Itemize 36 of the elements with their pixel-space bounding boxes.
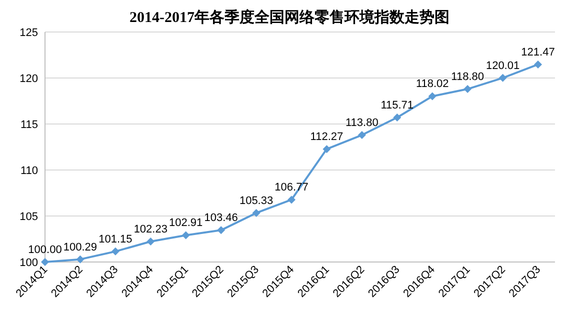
data-label: 102.23 xyxy=(134,223,168,236)
point xyxy=(428,92,436,100)
point xyxy=(498,74,507,82)
point xyxy=(217,226,226,234)
y-tick-label: 115 xyxy=(20,119,38,131)
chart-title: 2014-2017年各季度全国网络零售环境指数走势图 xyxy=(130,8,450,26)
point xyxy=(288,196,296,204)
point xyxy=(252,208,260,217)
data-label: 102.91 xyxy=(169,217,203,230)
data-label: 118.02 xyxy=(416,78,449,90)
data-label: 100.29 xyxy=(63,241,98,254)
point xyxy=(182,231,190,240)
y-tick-label: 100 xyxy=(20,257,38,269)
data-label: 100.00 xyxy=(28,244,62,256)
data-label: 101.15 xyxy=(98,233,132,246)
data-label: 112.27 xyxy=(310,131,344,144)
point xyxy=(534,60,542,68)
y-tick-label: 110 xyxy=(20,165,38,177)
data-label: 115.71 xyxy=(380,99,414,112)
data-label: 121.47 xyxy=(521,46,555,58)
point xyxy=(146,237,155,246)
data-label: 118.80 xyxy=(451,71,484,84)
point xyxy=(111,247,120,256)
data-label: 120.01 xyxy=(486,60,520,72)
y-tick-label: 125 xyxy=(20,27,38,39)
point xyxy=(464,85,472,94)
data-label: 113.80 xyxy=(346,117,378,130)
y-tick-label: 120 xyxy=(20,73,38,85)
data-label: 103.46 xyxy=(204,212,238,224)
point xyxy=(322,145,331,154)
point xyxy=(358,131,366,140)
point xyxy=(393,113,402,122)
data-label: 105.33 xyxy=(239,194,274,207)
point xyxy=(41,258,49,266)
point xyxy=(76,255,84,264)
y-tick-label: 105 xyxy=(20,211,38,223)
